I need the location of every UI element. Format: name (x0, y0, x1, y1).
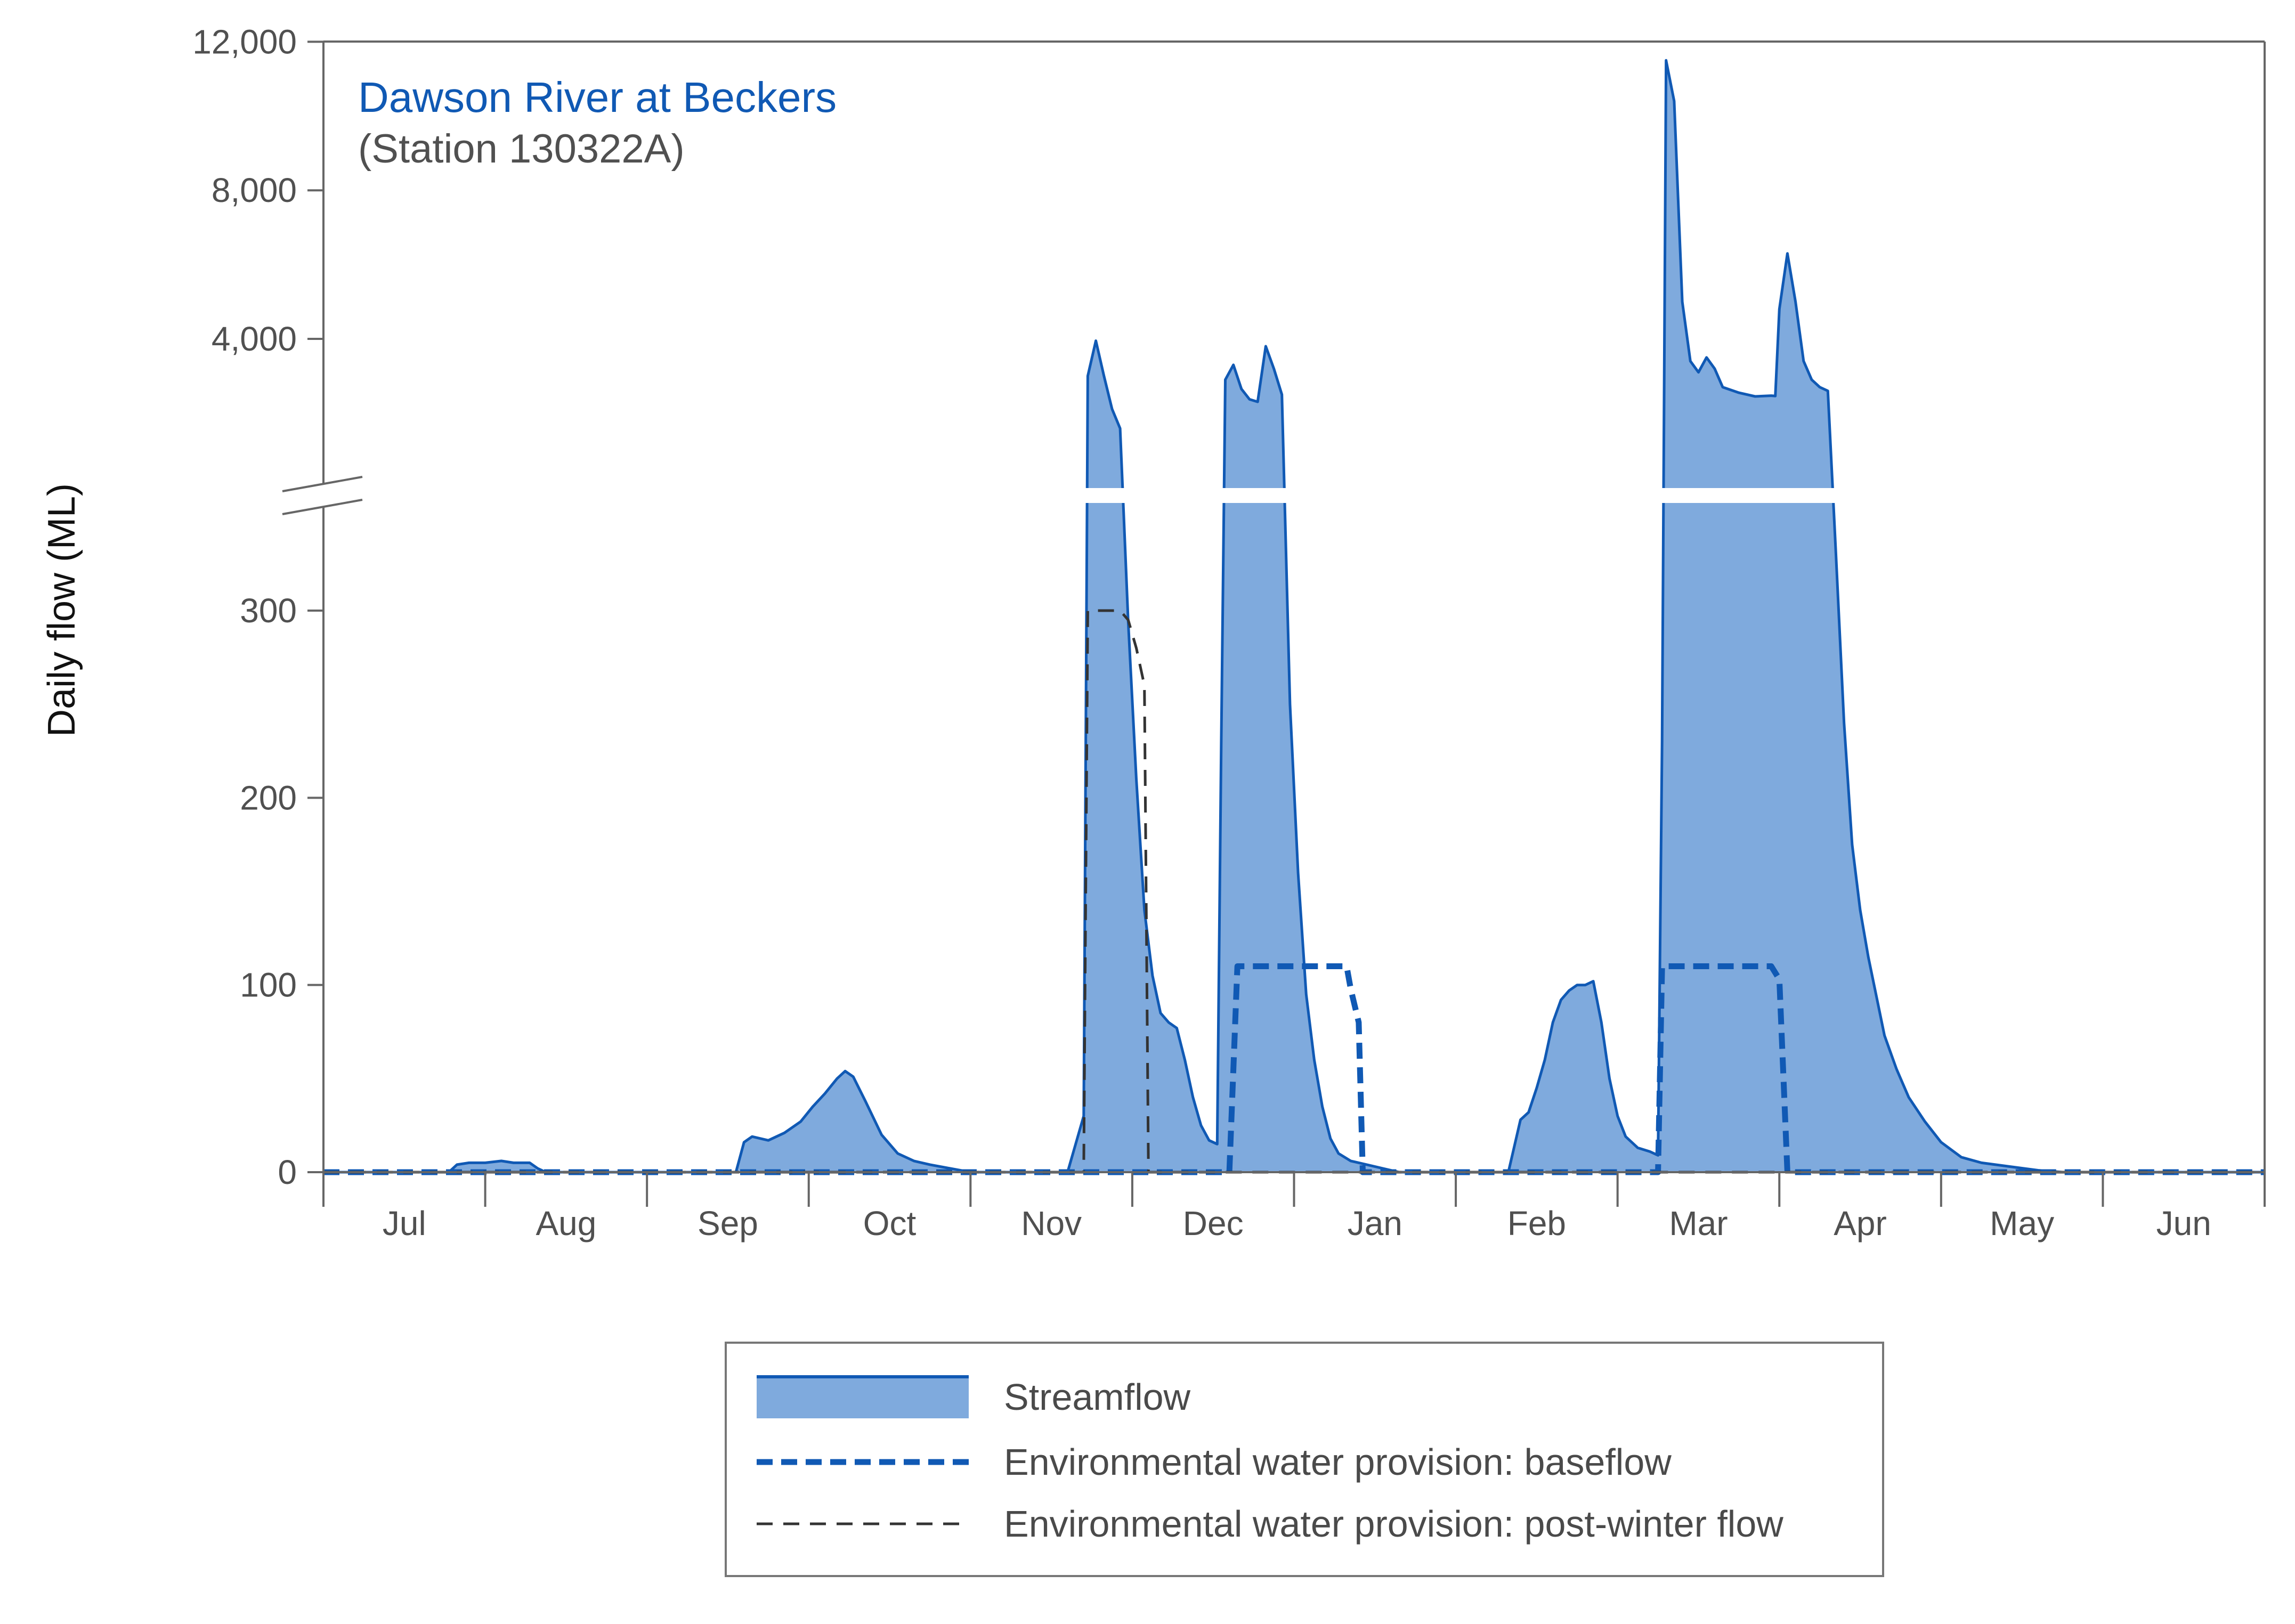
axis-break-band (313, 488, 2275, 503)
x-tick-label: Apr (1834, 1204, 1887, 1243)
y-tick-label: 300 (240, 591, 297, 630)
x-tick-label: May (1990, 1204, 2054, 1243)
streamflow-outline (323, 59, 2265, 1174)
x-tick-label: Jan (1348, 1204, 1402, 1243)
y-tick-label: 8,000 (212, 171, 297, 209)
x-tick-label: Aug (536, 1204, 596, 1243)
y-axis-title: Daily flow (ML) (40, 483, 83, 737)
post-winter-flow-line (323, 609, 2265, 1174)
x-tick-label: Sep (698, 1204, 758, 1243)
legend-label: Streamflow (1004, 1376, 1191, 1418)
chart-subtitle: (Station 130322A) (358, 126, 685, 172)
legend-label: Environmental water provision: post-wint… (1004, 1503, 1783, 1545)
x-tick-label: Mar (1669, 1204, 1728, 1243)
axis-break-mark-top (282, 476, 363, 492)
legend-swatch-streamflow (757, 1376, 969, 1418)
axis-break-mark-bottom (282, 499, 363, 515)
x-tick-label: Jun (2156, 1204, 2211, 1243)
x-tick-label: Oct (863, 1204, 917, 1243)
x-tick-label: Nov (1021, 1204, 1082, 1243)
y-tick-label: 100 (240, 966, 297, 1004)
legend: Streamflow Environmental water provision:… (725, 1342, 1884, 1577)
text-layer: Dawson River at Beckers (Station 130322A… (40, 22, 2211, 1243)
legend-label: Environmental water provision: baseflow (1004, 1441, 1672, 1483)
x-tick-label: Dec (1183, 1204, 1244, 1243)
y-tick-label: 4,000 (212, 320, 297, 358)
y-tick-label: 0 (278, 1153, 297, 1191)
x-tick-label: Feb (1507, 1204, 1566, 1243)
axes-layer (307, 40, 2266, 1207)
y-tick-label: 200 (240, 778, 297, 817)
y-tick-label: 12,000 (192, 22, 297, 61)
chart-title: Dawson River at Beckers (358, 74, 837, 121)
axis-break-layer (282, 476, 2275, 515)
x-tick-label: Jul (383, 1204, 426, 1243)
streamflow-area-layer (323, 59, 2265, 1174)
